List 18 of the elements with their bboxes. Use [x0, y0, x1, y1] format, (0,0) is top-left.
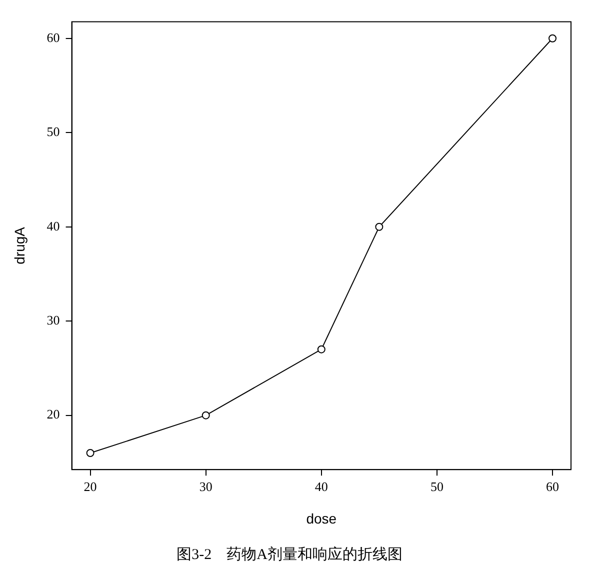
y-tick-label: 50 — [46, 124, 60, 140]
point — [202, 411, 210, 420]
point — [86, 449, 94, 458]
text: 图3-2 药物A剂量和响应的折线图 — [176, 546, 402, 563]
x-tick-label: 20 — [84, 478, 97, 494]
x-axis-title: dose — [306, 510, 337, 526]
y-tick-label: 30 — [46, 312, 60, 328]
point — [548, 34, 557, 42]
y-axis-title: drugA — [11, 226, 28, 264]
x-tick-label: 60 — [546, 478, 560, 494]
x-tick-label: 40 — [314, 478, 328, 494]
point — [317, 345, 326, 354]
y-tick-label: 20 — [46, 406, 60, 422]
y-tick-label: 40 — [46, 218, 60, 234]
x-tick-label: 50 — [430, 478, 444, 494]
x-tick-label: 30 — [199, 478, 212, 494]
point — [375, 222, 384, 231]
y-tick-label: 60 — [46, 30, 60, 45]
